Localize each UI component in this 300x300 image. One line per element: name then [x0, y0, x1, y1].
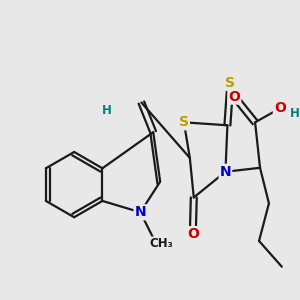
Text: O: O [187, 227, 199, 241]
Text: N: N [135, 205, 146, 219]
Text: H: H [290, 107, 300, 120]
Text: N: N [220, 165, 231, 179]
Text: S: S [225, 76, 236, 90]
Text: H: H [102, 104, 112, 117]
Text: CH₃: CH₃ [149, 237, 173, 250]
Text: O: O [228, 90, 240, 104]
Text: O: O [274, 101, 286, 116]
Text: S: S [179, 115, 189, 129]
